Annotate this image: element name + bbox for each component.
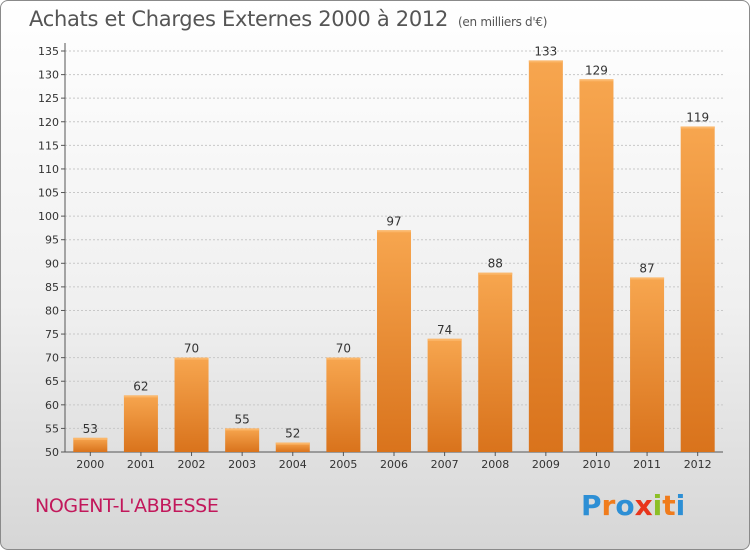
y-tick-label: 65 xyxy=(45,375,59,388)
bar-top-edge xyxy=(123,395,158,398)
bar-top-edge xyxy=(579,79,614,82)
x-tick-label: 2008 xyxy=(481,458,509,471)
bar xyxy=(123,395,158,452)
value-label: 87 xyxy=(639,261,654,275)
value-label: 97 xyxy=(386,214,401,228)
x-tick-label: 2012 xyxy=(684,458,712,471)
bar xyxy=(73,437,108,452)
y-tick-label: 100 xyxy=(38,210,59,223)
proxiti-logo: Proxiti xyxy=(581,489,685,522)
bar xyxy=(275,442,310,452)
bar-top-edge xyxy=(478,272,513,275)
logo-letter: t xyxy=(662,489,676,522)
logo-letter: o xyxy=(615,489,635,522)
bar xyxy=(225,428,260,452)
bar xyxy=(680,126,715,452)
bar-top-edge xyxy=(326,357,361,360)
chart-title: Achats et Charges Externes 2000 à 2012 (e… xyxy=(29,7,547,31)
x-tick-label: 2003 xyxy=(228,458,256,471)
town-name: NOGENT-L'ABBESSE xyxy=(35,495,219,517)
y-tick-label: 85 xyxy=(45,281,59,294)
bar xyxy=(528,60,563,452)
logo-letter: i xyxy=(675,489,686,522)
y-tick-label: 120 xyxy=(38,116,59,129)
y-tick-label: 70 xyxy=(45,352,59,365)
bar xyxy=(579,79,614,453)
bar xyxy=(174,357,209,452)
x-tick-label: 2004 xyxy=(279,458,307,471)
chart-unit: (en milliers d'€) xyxy=(458,15,548,29)
bar xyxy=(427,338,462,452)
x-tick-label: 2001 xyxy=(127,458,155,471)
y-tick-label: 135 xyxy=(38,45,59,58)
y-tick-label: 115 xyxy=(38,139,59,152)
y-tick-label: 95 xyxy=(45,234,59,247)
chart-title-text: Achats et Charges Externes 2000 à 2012 xyxy=(29,7,449,31)
value-label: 52 xyxy=(285,427,300,441)
y-tick-label: 60 xyxy=(45,399,59,412)
bar-top-edge xyxy=(427,338,462,341)
bar-top-edge xyxy=(630,277,665,280)
bar-top-edge xyxy=(528,60,563,63)
value-label: 129 xyxy=(585,63,608,77)
x-tick-label: 2002 xyxy=(178,458,206,471)
bar-top-edge xyxy=(275,442,310,445)
value-label: 119 xyxy=(686,110,709,124)
logo-letter: x xyxy=(634,489,653,522)
y-tick-label: 110 xyxy=(38,163,59,176)
value-label: 133 xyxy=(534,44,557,58)
x-tick-label: 2010 xyxy=(582,458,610,471)
value-label: 62 xyxy=(133,379,148,393)
y-tick-label: 90 xyxy=(45,257,59,270)
bar-top-edge xyxy=(174,357,209,360)
y-tick-label: 50 xyxy=(45,446,59,459)
value-label: 88 xyxy=(488,257,503,271)
x-tick-label: 2007 xyxy=(431,458,459,471)
bar xyxy=(630,277,665,452)
y-tick-label: 105 xyxy=(38,187,59,200)
bar-top-edge xyxy=(73,437,108,440)
value-label: 70 xyxy=(336,342,351,356)
y-tick-label: 80 xyxy=(45,304,59,317)
value-label: 53 xyxy=(83,422,98,436)
y-tick-label: 130 xyxy=(38,69,59,82)
logo-letter: P xyxy=(581,489,602,522)
x-tick-label: 2005 xyxy=(329,458,357,471)
logo-letter: r xyxy=(601,489,616,522)
bar-top-edge xyxy=(377,230,411,233)
value-label: 74 xyxy=(437,323,452,337)
labels: 2000 53 2001 62 2002 70 2003 55 2004 52 2005 70 2006… xyxy=(76,44,711,471)
x-tick-label: 2000 xyxy=(76,458,104,471)
y-tick-label: 125 xyxy=(38,92,59,105)
bar xyxy=(478,272,513,452)
x-tick-label: 2011 xyxy=(633,458,661,471)
bar xyxy=(377,230,411,452)
y-tick-label: 75 xyxy=(45,328,59,341)
y-tick-label: 55 xyxy=(45,422,59,435)
bar-top-edge xyxy=(225,428,260,431)
bars xyxy=(73,60,715,453)
value-label: 70 xyxy=(184,342,199,356)
logo-letter: i xyxy=(652,489,663,522)
bar-top-edge xyxy=(680,126,715,129)
x-tick-label: 2006 xyxy=(380,458,408,471)
value-label: 55 xyxy=(235,412,250,426)
x-tick-label: 2009 xyxy=(532,458,560,471)
bar xyxy=(326,357,361,452)
